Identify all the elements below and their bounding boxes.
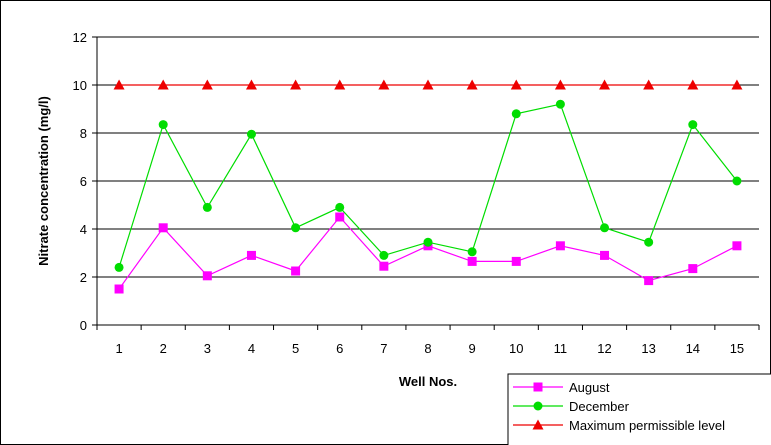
- data-point: [688, 120, 698, 130]
- data-point: [467, 256, 477, 266]
- x-tick-label: 7: [380, 341, 387, 356]
- data-point: [644, 237, 654, 247]
- legend-item: December: [513, 399, 630, 414]
- data-point: [554, 79, 566, 90]
- legend-label: December: [569, 399, 630, 414]
- data-point: [157, 79, 169, 90]
- data-point: [158, 120, 168, 130]
- data-point: [643, 79, 655, 90]
- data-point: [732, 176, 742, 186]
- data-point: [201, 79, 213, 90]
- data-point: [511, 256, 521, 266]
- legend-label: Maximum permissible level: [569, 418, 725, 433]
- data-point: [599, 79, 611, 90]
- y-tick-labels: 0 2 4 6 8 10 12: [73, 30, 87, 333]
- series-2: [113, 79, 743, 90]
- x-tick-label: 11: [554, 341, 568, 356]
- y-tick-label: 4: [80, 222, 87, 237]
- data-point: [291, 223, 301, 233]
- data-point: [114, 284, 124, 294]
- data-point: [511, 109, 521, 119]
- x-tick-label: 14: [686, 341, 700, 356]
- data-point: [378, 79, 390, 90]
- data-point: [555, 99, 565, 109]
- data-point: [510, 79, 522, 90]
- data-point: [335, 202, 345, 212]
- legend: August December Maximum permissible level: [507, 373, 771, 445]
- x-tick-label: 13: [641, 341, 655, 356]
- data-point: [202, 271, 212, 281]
- y-tick-label: 0: [80, 318, 87, 333]
- data-point: [422, 79, 434, 90]
- legend-label: August: [569, 380, 610, 395]
- x-tick-label: 6: [336, 341, 343, 356]
- data-point: [600, 223, 610, 233]
- x-tick-label: 1: [115, 341, 122, 356]
- x-tick-label: 2: [160, 341, 167, 356]
- data-point: [246, 250, 256, 260]
- y-tick-label: 10: [73, 78, 87, 93]
- legend-marker: [532, 419, 544, 430]
- data-point: [687, 79, 699, 90]
- data-point: [114, 262, 124, 272]
- data-point: [731, 79, 743, 90]
- legend-item: Maximum permissible level: [513, 418, 725, 433]
- data-point: [555, 241, 565, 251]
- data-point: [379, 261, 389, 271]
- x-tick-label: 8: [424, 341, 431, 356]
- x-tick-label: 3: [204, 341, 211, 356]
- data-point: [290, 79, 302, 90]
- y-tick-label: 8: [80, 126, 87, 141]
- data-point: [246, 129, 256, 139]
- legend-box: [507, 373, 771, 445]
- data-point: [158, 223, 168, 233]
- series-group: [113, 79, 743, 294]
- series-0: [114, 212, 742, 294]
- data-point: [291, 266, 301, 276]
- data-point: [334, 79, 346, 90]
- x-axis-title: Well Nos.: [399, 374, 457, 389]
- data-point: [335, 212, 345, 222]
- x-tick-label: 15: [730, 341, 744, 356]
- y-tick-label: 6: [80, 174, 87, 189]
- series-1: [114, 99, 742, 272]
- legend-marker: [533, 401, 543, 411]
- legend-marker: [533, 382, 543, 392]
- data-point: [467, 247, 477, 257]
- x-tick-labels: 1 2 3 4 5 6 7 8 9 10 11 12 13 14 15: [115, 341, 744, 356]
- x-tick-label: 9: [469, 341, 476, 356]
- data-point: [644, 276, 654, 286]
- data-point: [423, 237, 433, 247]
- data-point: [688, 264, 698, 274]
- data-point: [379, 250, 389, 260]
- x-tick-label: 12: [597, 341, 611, 356]
- x-tick-label: 4: [248, 341, 255, 356]
- y-axis-title: Nitrate concentration (mg/l): [36, 96, 51, 266]
- y-tick-label: 2: [80, 270, 87, 285]
- data-point: [600, 250, 610, 260]
- data-point: [466, 79, 478, 90]
- axes: [92, 36, 760, 330]
- y-tick-label: 12: [73, 30, 87, 45]
- legend-item: August: [513, 380, 610, 395]
- data-point: [732, 241, 742, 251]
- data-point: [245, 79, 257, 90]
- x-tick-label: 5: [292, 341, 299, 356]
- data-point: [202, 202, 212, 212]
- data-point: [113, 79, 125, 90]
- x-tick-label: 10: [509, 341, 523, 356]
